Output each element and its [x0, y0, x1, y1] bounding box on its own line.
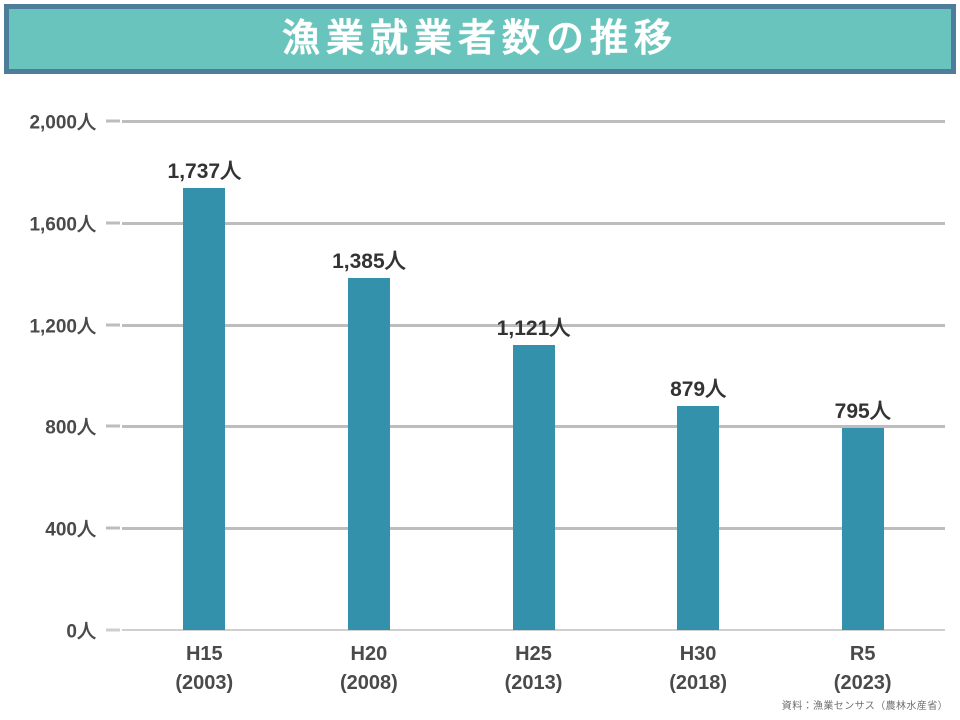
y-tick-mark-800	[106, 424, 120, 428]
y-axis-label-2000: 2,000人	[29, 112, 96, 134]
x-axis-year: (2018)	[669, 672, 727, 694]
x-axis-era: H25	[515, 643, 552, 665]
x-axis-label-h25: H25 (2013)	[464, 640, 604, 698]
x-axis-year: (2003)	[175, 672, 234, 694]
gridline-0	[122, 629, 945, 631]
x-axis-era: H30	[679, 643, 717, 665]
page-title: 漁業就業者数の推移	[281, 18, 678, 60]
bar-h25[interactable]	[512, 344, 555, 630]
x-axis-label-r5: R5 (2023)	[793, 640, 933, 698]
x-axis-year: (2013)	[504, 672, 563, 694]
y-axis-label-1600: 1,600人	[29, 214, 96, 236]
x-axis-label-h30: H30 (2018)	[628, 640, 768, 698]
bar-h30[interactable]	[677, 406, 720, 630]
bar-h20[interactable]	[347, 277, 390, 630]
x-axis-year: (2008)	[339, 672, 398, 694]
y-tick-mark-2000	[106, 119, 120, 123]
gridline-1600	[122, 221, 945, 225]
bar-value-label-h15: 1,737人	[167, 159, 242, 183]
bar-chart: 2,000人 1,600人 1,200人 800人 400人 0人 1,737人 H15 (20…	[0, 82, 960, 694]
x-axis-era: H20	[350, 643, 388, 665]
y-tick-mark-0	[106, 628, 120, 632]
bar-value-label-h30: 879人	[670, 378, 727, 402]
x-axis-era: H15	[185, 643, 223, 665]
y-tick-mark-400	[106, 526, 120, 530]
y-axis-label-1200: 1,200人	[29, 316, 96, 338]
title-banner: 漁業就業者数の推移	[4, 4, 956, 74]
plot-area: 2,000人 1,600人 1,200人 800人 400人 0人 1,737人 H15 (20…	[29, 113, 945, 694]
gridline-2000	[122, 120, 945, 123]
x-axis-label-h15: H15 (2003)	[134, 640, 274, 698]
y-axis-label-400: 400人	[45, 519, 96, 541]
gridline-1200	[122, 323, 945, 327]
bar-value-label-h20: 1,385人	[332, 249, 406, 273]
bar-value-label-r5: 795人	[834, 399, 891, 423]
bar-r5[interactable]	[841, 427, 884, 630]
x-axis-era: R5	[849, 643, 876, 665]
y-axis-label-0: 0人	[66, 621, 96, 643]
y-tick-mark-1200	[106, 323, 120, 327]
source-note: 資料：漁業センサス（農林水産省）	[781, 701, 948, 712]
bar-value-label-h25: 1,121人	[496, 316, 571, 340]
x-axis-label-h20: H20 (2008)	[299, 640, 439, 698]
y-axis-label-800: 800人	[45, 417, 96, 439]
x-axis-year: (2023)	[833, 672, 892, 694]
bar-h15[interactable]	[183, 187, 226, 630]
y-tick-mark-1600	[106, 221, 120, 225]
